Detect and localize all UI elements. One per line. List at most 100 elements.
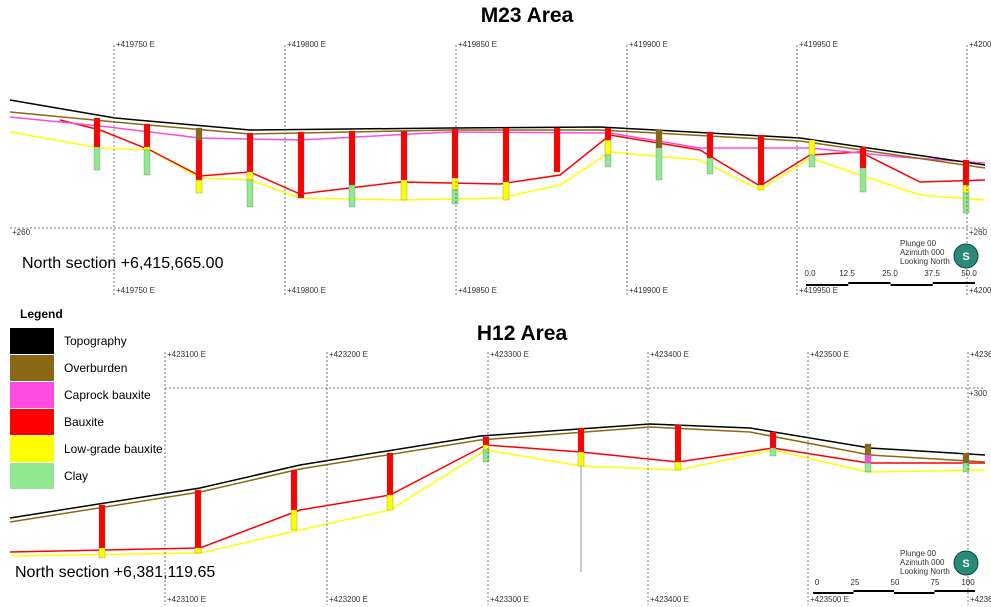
drillhole [769, 431, 777, 449]
easting-label: +419850 E [458, 40, 497, 49]
elevation-label: +300 [969, 389, 988, 398]
drillhole [577, 451, 585, 467]
drillhole [98, 504, 106, 549]
legend-label: Clay [64, 469, 88, 483]
easting-label: +423200 E [329, 350, 368, 359]
easting-label: +423200 E [329, 595, 368, 604]
compass [953, 550, 979, 576]
compass-s: S [962, 251, 969, 263]
drillhole [604, 139, 612, 156]
scale-label: 37.5 [924, 269, 940, 278]
drillhole [769, 447, 777, 457]
easting-label: +4236 [970, 350, 991, 359]
orientation-text: Looking North [900, 257, 950, 266]
drillhole [451, 128, 459, 179]
scale-bar [932, 282, 975, 284]
drillhole [143, 146, 151, 151]
drillhole [246, 179, 254, 208]
drillhole [195, 127, 203, 141]
elevation-label: +260 [969, 228, 988, 237]
drillhole [604, 127, 612, 141]
drillhole [386, 494, 394, 511]
orientation-text: Plunge 00 [900, 239, 937, 248]
easting-label: +419950 E [799, 286, 838, 295]
legend-swatch [10, 382, 54, 408]
drillhole [98, 547, 106, 559]
drillhole [502, 181, 510, 201]
section-title: M23 Area [481, 4, 574, 27]
legend-label: Bauxite [64, 415, 104, 429]
drillhole [577, 427, 585, 453]
easting-label: +419900 E [629, 286, 668, 295]
drillhole [864, 454, 872, 464]
drillhole [706, 157, 714, 175]
drillhole [93, 146, 101, 171]
scale-bar [813, 592, 854, 594]
drillhole [195, 139, 203, 181]
drillhole [482, 449, 490, 463]
drillhole [808, 139, 816, 156]
scale-label: 50.0 [961, 269, 977, 278]
drillhole [400, 130, 408, 181]
h12-geology [9, 423, 986, 572]
m23-geology [9, 99, 986, 201]
scale-bar [890, 284, 933, 286]
scale-bar [848, 282, 891, 284]
easting-label: +423300 E [490, 350, 529, 359]
drillhole [859, 146, 867, 169]
orientation-text: Azimuth 000 [900, 558, 945, 567]
drillhole [757, 184, 765, 191]
easting-label: +423300 E [490, 595, 529, 604]
drillhole [290, 509, 298, 531]
drillhole [655, 147, 663, 181]
drillhole [451, 189, 459, 205]
drillhole [502, 127, 510, 183]
section-title: H12 Area [477, 322, 568, 345]
drillhole [290, 469, 298, 511]
section-label: North section +6,381,119.65 [15, 564, 215, 581]
drillhole [246, 132, 254, 173]
drillhole [93, 117, 101, 148]
orientation-text: Looking North [900, 567, 950, 576]
drillhole [348, 184, 356, 208]
drillhole [400, 179, 408, 201]
easting-label: +423400 E [650, 595, 689, 604]
legend-swatch [10, 436, 54, 462]
legend-swatch [10, 409, 54, 435]
drillhole [674, 461, 682, 471]
drillhole [451, 177, 459, 191]
drillhole [962, 159, 970, 186]
legend-swatch [10, 355, 54, 381]
easting-label: +419900 E [629, 40, 668, 49]
scale-bar [894, 592, 935, 594]
drillhole [194, 547, 202, 554]
orientation-text: Azimuth 000 [900, 248, 945, 257]
drillhole [386, 452, 394, 496]
legend-label: Caprock bauxite [64, 388, 151, 402]
legend-label: Low-grade bauxite [64, 442, 163, 456]
legend-swatch [10, 463, 54, 489]
easting-label: +423100 E [167, 595, 206, 604]
section-label: North section +6,415,665.00 [22, 255, 224, 272]
drillhole [808, 154, 816, 168]
drillhole [604, 154, 612, 168]
scale-label: 100 [961, 578, 975, 587]
scale-bar [853, 590, 894, 592]
legend-label: Overburden [64, 361, 127, 375]
drillhole [143, 123, 151, 148]
drillhole [962, 184, 970, 194]
drillhole [553, 127, 561, 173]
scale-bar [806, 284, 849, 286]
compass [953, 243, 979, 269]
scale-label: 12.5 [839, 269, 855, 278]
drillhole [143, 149, 151, 176]
scale-bar [934, 590, 975, 592]
scale-label: 0 [815, 578, 820, 587]
easting-label: +423500 E [810, 595, 849, 604]
drillhole [348, 130, 356, 186]
orientation-text: Plunge 00 [900, 549, 937, 558]
legend-swatch [10, 328, 54, 354]
scale-label: 25 [851, 578, 860, 587]
easting-label: +419950 E [799, 40, 838, 49]
scale-label: 0.0 [804, 269, 816, 278]
